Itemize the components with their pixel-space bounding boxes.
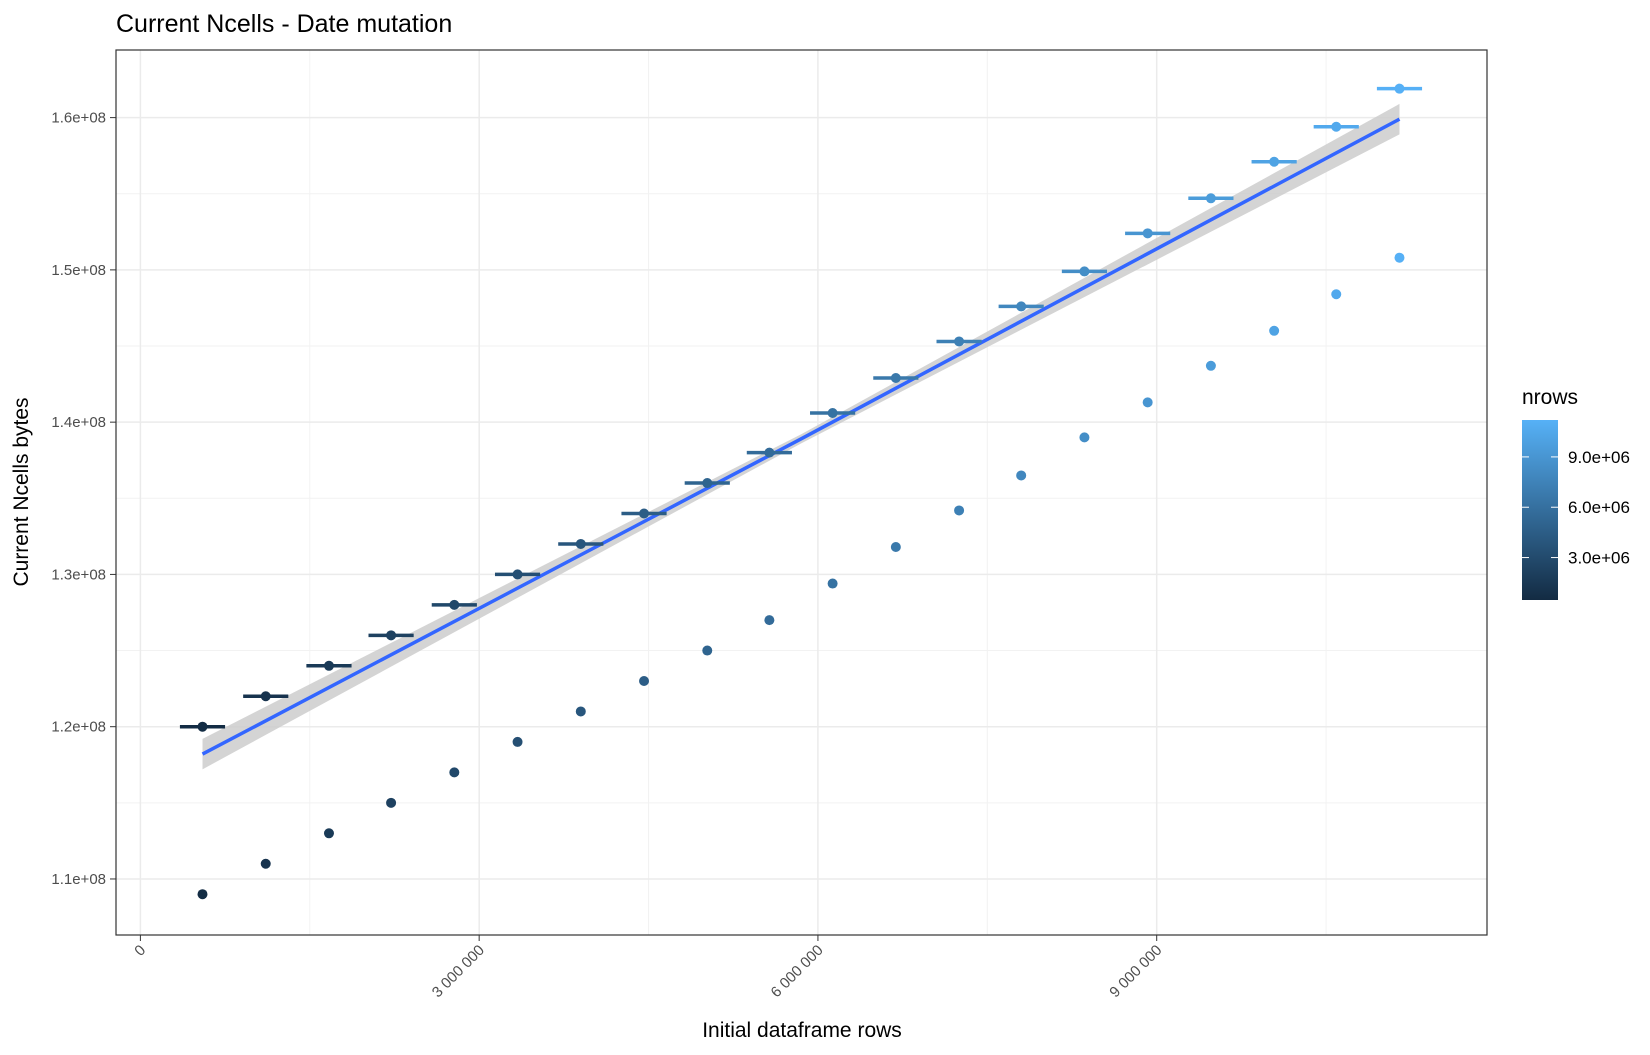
point: [954, 336, 965, 347]
legend-label: 9.0e+06: [1568, 448, 1630, 467]
point: [890, 542, 901, 553]
point: [323, 660, 334, 671]
point: [512, 569, 523, 580]
point: [639, 508, 650, 519]
point: [764, 447, 775, 458]
point: [890, 372, 901, 383]
legend-title: nrows: [1522, 386, 1578, 409]
point: [260, 858, 271, 869]
point: [1142, 397, 1153, 408]
chart-title: Current Ncells - Date mutation: [116, 10, 452, 38]
point: [702, 645, 713, 656]
point: [827, 408, 838, 419]
point: [386, 797, 397, 808]
point: [1142, 228, 1153, 239]
point: [575, 538, 586, 549]
point: [827, 578, 838, 589]
y-tick-label: 1.3e+08: [51, 566, 106, 583]
point: [197, 889, 208, 900]
y-tick-label: 1.5e+08: [51, 262, 106, 279]
colorbar: [1522, 420, 1558, 600]
y-axis-label: Current Ncells bytes: [10, 397, 33, 586]
point: [512, 736, 523, 747]
point: [386, 630, 397, 641]
point: [575, 706, 586, 717]
point: [323, 828, 334, 839]
y-tick-label: 1.1e+08: [51, 871, 106, 888]
point: [449, 599, 460, 610]
legend-label: 6.0e+06: [1568, 498, 1630, 517]
point: [1394, 83, 1405, 94]
point: [449, 767, 460, 778]
y-tick-label: 1.4e+08: [51, 414, 106, 431]
point: [1331, 289, 1342, 300]
y-tick-label: 1.2e+08: [51, 719, 106, 736]
x-axis-label: Initial dataframe rows: [702, 1019, 902, 1042]
point: [954, 505, 965, 516]
point: [1079, 266, 1090, 277]
y-tick-label: 1.6e+08: [51, 110, 106, 127]
point: [1331, 121, 1342, 132]
point: [1016, 301, 1027, 312]
fit-line: [201, 117, 1401, 756]
point: [702, 478, 713, 489]
point: [1079, 432, 1090, 443]
point: [1205, 360, 1216, 371]
point: [1016, 470, 1027, 481]
point: [639, 676, 650, 687]
point: [260, 691, 271, 702]
point: [1269, 156, 1280, 167]
point: [197, 721, 208, 732]
point: [1269, 325, 1280, 336]
point: [1205, 193, 1216, 204]
legend-label: 3.0e+06: [1568, 549, 1630, 568]
point: [764, 615, 775, 626]
point: [1394, 252, 1405, 263]
panel-border: [115, 49, 1488, 936]
